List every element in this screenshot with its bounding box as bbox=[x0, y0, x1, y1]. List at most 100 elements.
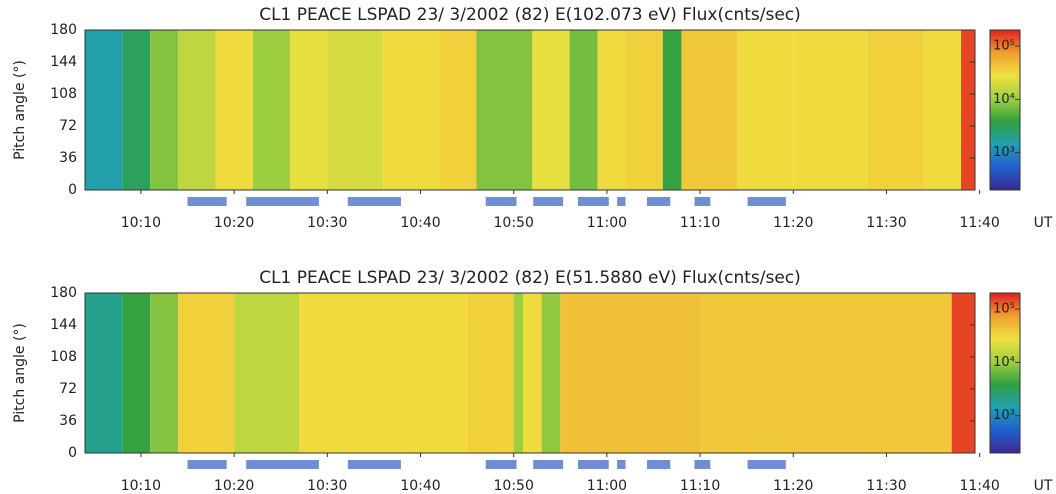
heatmap-cell bbox=[383, 30, 440, 190]
interval-bar bbox=[747, 460, 786, 469]
y-tick-label: 0 bbox=[68, 182, 77, 198]
heatmap-cell bbox=[662, 30, 682, 190]
heatmap-cell bbox=[215, 30, 253, 190]
heatmap-cell bbox=[951, 293, 975, 453]
x-tick-label: 10:10 bbox=[121, 215, 161, 231]
x-tick-label: 11:20 bbox=[773, 478, 813, 494]
x-tick-label: 10:40 bbox=[400, 478, 440, 494]
x-tick-label: 11:40 bbox=[959, 215, 999, 231]
heatmap-cell bbox=[85, 293, 123, 453]
heatmap-cell bbox=[439, 30, 477, 190]
y-tick-label: 144 bbox=[50, 317, 77, 333]
x-tick-label: 11:30 bbox=[866, 215, 906, 231]
y-tick-label: 0 bbox=[68, 445, 77, 461]
heatmap-cell bbox=[793, 30, 868, 190]
interval-bar bbox=[747, 197, 786, 206]
interval-bar bbox=[694, 197, 711, 206]
x-tick-label: 11:10 bbox=[680, 478, 720, 494]
interval-bar bbox=[347, 197, 401, 206]
interval-bar bbox=[187, 460, 227, 469]
heatmap-cell bbox=[569, 30, 598, 190]
colorbar bbox=[989, 29, 1021, 191]
heatmap-cell bbox=[122, 293, 151, 453]
heatmap-cell bbox=[178, 30, 216, 190]
heatmap-cell bbox=[467, 293, 514, 453]
heatmap-cell bbox=[513, 293, 524, 453]
interval-bar bbox=[533, 197, 564, 206]
y-tick-label: 72 bbox=[59, 118, 77, 134]
x-tick-label: 11:20 bbox=[773, 215, 813, 231]
interval-bar bbox=[485, 460, 517, 469]
y-tick-label: 180 bbox=[50, 285, 77, 301]
y-axis-label: Pitch angle (°) bbox=[12, 323, 28, 423]
heatmap-cell bbox=[681, 30, 738, 190]
heatmap-cell bbox=[700, 293, 952, 453]
colorbar-tick-label: 10⁵ bbox=[993, 302, 1015, 317]
colorbar-tick-label: 10⁴ bbox=[993, 92, 1015, 107]
interval-bar bbox=[646, 197, 671, 206]
x-tick-label: 11:10 bbox=[680, 215, 720, 231]
heatmap-cell bbox=[150, 30, 179, 190]
heatmap-cell bbox=[867, 30, 924, 190]
heatmap-cell bbox=[122, 30, 151, 190]
y-tick-label: 180 bbox=[50, 22, 77, 38]
x-tick-label: 10:50 bbox=[494, 215, 534, 231]
heatmap-cell bbox=[560, 293, 701, 453]
heatmap-cell bbox=[150, 293, 179, 453]
colorbar-tick-label: 10³ bbox=[993, 145, 1015, 160]
y-tick-label: 36 bbox=[59, 150, 77, 166]
interval-bar bbox=[187, 197, 227, 206]
x-tick-label: 10:20 bbox=[214, 215, 254, 231]
heatmap-cell bbox=[532, 30, 570, 190]
heatmap-cell bbox=[597, 30, 626, 190]
heatmap-cell bbox=[523, 293, 542, 453]
interval-bar bbox=[246, 197, 319, 206]
colorbar-tick-label: 10³ bbox=[993, 408, 1015, 423]
heatmap-cell bbox=[178, 293, 235, 453]
y-axis-label: Pitch angle (°) bbox=[12, 60, 28, 160]
heatmap-cell bbox=[476, 30, 533, 190]
x-unit-label: UT bbox=[1034, 478, 1053, 494]
x-tick-label: 10:40 bbox=[400, 215, 440, 231]
interval-bar bbox=[347, 460, 401, 469]
heatmap-cell bbox=[290, 30, 328, 190]
interval-bar bbox=[246, 460, 319, 469]
interval-bar bbox=[533, 460, 564, 469]
x-tick-label: 11:40 bbox=[959, 478, 999, 494]
heatmap-cell bbox=[961, 30, 975, 190]
heatmap-cell bbox=[541, 293, 561, 453]
x-tick-label: 11:00 bbox=[587, 215, 627, 231]
colorbar-tick-label: 10⁵ bbox=[993, 39, 1015, 54]
interval-bar bbox=[577, 197, 609, 206]
y-tick-label: 108 bbox=[50, 86, 77, 102]
heatmap-cell bbox=[923, 30, 962, 190]
interval-bar bbox=[617, 460, 626, 469]
chart-title: CL1 PEACE LSPAD 23/ 3/2002 (82) E(51.588… bbox=[259, 268, 801, 288]
x-tick-label: 10:30 bbox=[307, 215, 347, 231]
heatmap-cell bbox=[234, 293, 300, 453]
heatmap-cell bbox=[299, 293, 468, 453]
chart-title: CL1 PEACE LSPAD 23/ 3/2002 (82) E(102.07… bbox=[259, 5, 801, 25]
heatmap-cell bbox=[625, 30, 663, 190]
y-tick-label: 108 bbox=[50, 349, 77, 365]
x-tick-label: 11:30 bbox=[866, 478, 906, 494]
x-tick-label: 10:30 bbox=[307, 478, 347, 494]
heatmap-cell bbox=[737, 30, 794, 190]
plot-frame bbox=[84, 292, 976, 454]
interval-bar bbox=[694, 460, 711, 469]
y-tick-label: 144 bbox=[50, 54, 77, 70]
interval-bar bbox=[485, 197, 517, 206]
heatmap-cell bbox=[252, 30, 291, 190]
colorbar-tick-label: 10⁴ bbox=[993, 355, 1015, 370]
interval-bar bbox=[646, 460, 671, 469]
x-tick-label: 11:00 bbox=[587, 478, 627, 494]
interval-bar bbox=[617, 197, 626, 206]
y-tick-label: 36 bbox=[59, 413, 77, 429]
colorbar bbox=[989, 292, 1021, 454]
x-tick-label: 10:50 bbox=[494, 478, 534, 494]
heatmap-cell bbox=[85, 30, 123, 190]
plot-frame bbox=[84, 29, 976, 191]
heatmap-cell bbox=[327, 30, 384, 190]
interval-bar bbox=[577, 460, 609, 469]
